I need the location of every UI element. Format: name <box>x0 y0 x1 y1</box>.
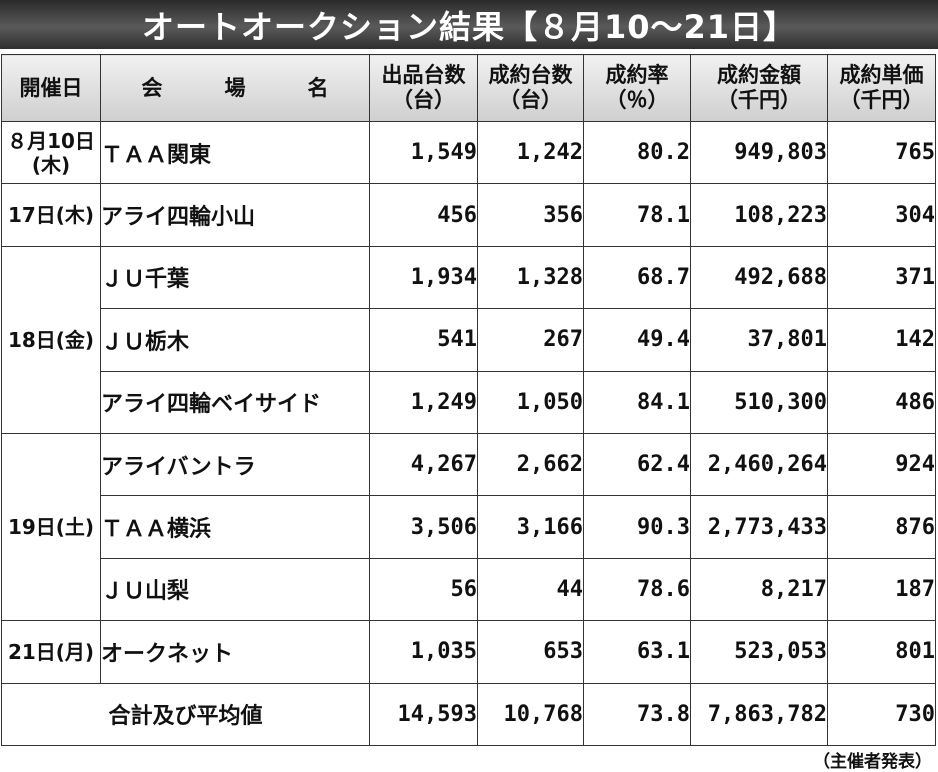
table-row: ８月10日 (木) ＴＡＡ関東 1,549 1,242 80.2 949,803 … <box>1 120 936 185</box>
header-date: 開催日 <box>1 54 101 122</box>
listed-cell: 3,506 <box>369 495 478 559</box>
table-row: 21日(月) オークネット 1,035 653 63.1 523,053 801 <box>1 620 936 684</box>
amount-cell: 949,803 <box>690 120 828 185</box>
rate-cell: 78.1 <box>583 183 691 247</box>
date-cell: 18日(金) <box>1 245 101 434</box>
table-row: ＪＵ栃木 541 267 49.4 37,801 142 <box>2 308 936 372</box>
total-row: 合計及び平均値 14,593 10,768 73.8 7,863,782 730 <box>1 682 936 747</box>
venue-cell: アライバントラ <box>100 432 370 497</box>
listed-cell: 1,249 <box>369 370 478 434</box>
venue-cell: ＴＡＡ関東 <box>100 120 370 185</box>
table-row: ＴＡＡ横浜 3,506 3,166 90.3 2,773,433 876 <box>2 495 936 559</box>
venue-cell: ＪＵ山梨 <box>100 557 370 622</box>
unit-price-cell: 371 <box>827 245 936 310</box>
contracted-cell: 1,328 <box>477 245 584 310</box>
amount-cell: 510,300 <box>690 370 828 434</box>
contracted-cell: 10,768 <box>477 682 584 747</box>
rate-cell: 62.4 <box>583 432 691 497</box>
unit-price-cell: 486 <box>827 370 936 434</box>
listed-cell: 541 <box>369 308 478 372</box>
contracted-cell: 267 <box>477 308 584 372</box>
unit-price-cell: 142 <box>827 308 936 372</box>
header-row: 開催日 会場名 出品台数 （台） 成約台数 （台） 成約率 （％） 成約金額 （千円） … <box>1 54 936 122</box>
rate-cell: 73.8 <box>583 682 691 747</box>
contracted-cell: 1,050 <box>477 370 584 434</box>
amount-cell: 8,217 <box>690 557 828 622</box>
venue-cell: オークネット <box>100 620 370 684</box>
date-cell: 19日(土) <box>1 432 101 622</box>
header-listed: 出品台数 （台） <box>369 54 478 122</box>
unit-price-cell: 876 <box>827 495 936 559</box>
contracted-cell: 653 <box>477 620 584 684</box>
venue-cell: アライ四輪小山 <box>100 183 370 247</box>
amount-cell: 523,053 <box>690 620 828 684</box>
table-row: ＪＵ山梨 56 44 78.6 8,217 187 <box>2 557 936 622</box>
unit-price-cell: 304 <box>827 183 936 247</box>
rate-cell: 78.6 <box>583 557 691 622</box>
header-amount: 成約金額 （千円） <box>690 54 828 122</box>
venue-cell: アライ四輪ベイサイド <box>100 370 370 434</box>
amount-cell: 492,688 <box>690 245 828 310</box>
page-title: オートオークション結果【８月10～21日】 <box>141 7 797 46</box>
header-unit-price: 成約単価 （千円） <box>827 54 936 122</box>
header-contracted: 成約台数 （台） <box>477 54 584 122</box>
venue-cell: ＴＡＡ横浜 <box>100 495 370 559</box>
table-row: 18日(金) ＪＵ千葉 1,934 1,328 68.7 492,688 371 <box>1 245 936 434</box>
rate-cell: 63.1 <box>583 620 691 684</box>
amount-cell: 37,801 <box>690 308 828 372</box>
source-note: （主催者発表） <box>813 752 932 772</box>
unit-price-cell: 187 <box>827 557 936 622</box>
amount-cell: 7,863,782 <box>690 682 828 747</box>
unit-price-cell: 924 <box>827 432 936 497</box>
listed-cell: 1,549 <box>369 120 478 185</box>
date-cell: 17日(木) <box>1 183 101 247</box>
unit-price-cell: 730 <box>827 682 936 747</box>
venue-cell: ＪＵ栃木 <box>100 308 370 372</box>
listed-cell: 56 <box>369 557 478 622</box>
listed-cell: 14,593 <box>369 682 478 747</box>
contracted-cell: 3,166 <box>477 495 584 559</box>
amount-cell: 2,773,433 <box>690 495 828 559</box>
table-row: 17日(木) アライ四輪小山 456 356 78.1 108,223 304 <box>1 183 936 247</box>
unit-price-cell: 765 <box>827 120 936 185</box>
date-cell: ８月10日 (木) <box>1 120 101 185</box>
auction-results-table: 開催日 会場名 出品台数 （台） 成約台数 （台） 成約率 （％） 成約金額 （千円） … <box>1 54 936 747</box>
contracted-cell: 1,242 <box>477 120 584 185</box>
contracted-cell: 356 <box>477 183 584 247</box>
total-label: 合計及び平均値 <box>1 682 370 747</box>
date-cell: 21日(月) <box>1 620 101 684</box>
listed-cell: 4,267 <box>369 432 478 497</box>
header-venue: 会場名 <box>100 54 370 122</box>
header-rate: 成約率 （％） <box>583 54 691 122</box>
contracted-cell: 44 <box>477 557 584 622</box>
listed-cell: 1,934 <box>369 245 478 310</box>
amount-cell: 2,460,264 <box>690 432 828 497</box>
table-row: 19日(土) アライバントラ 4,267 2,662 62.4 2,460,26… <box>1 432 936 622</box>
listed-cell: 456 <box>369 183 478 247</box>
listed-cell: 1,035 <box>369 620 478 684</box>
venue-cell: ＪＵ千葉 <box>100 245 370 310</box>
unit-price-cell: 801 <box>827 620 936 684</box>
rate-cell: 90.3 <box>583 495 691 559</box>
rate-cell: 80.2 <box>583 120 691 185</box>
amount-cell: 108,223 <box>690 183 828 247</box>
title-bar: オートオークション結果【８月10～21日】 <box>0 0 938 49</box>
rate-cell: 49.4 <box>583 308 691 372</box>
rate-cell: 68.7 <box>583 245 691 310</box>
table-row: アライ四輪ベイサイド 1,249 1,050 84.1 510,300 486 <box>2 370 936 434</box>
rate-cell: 84.1 <box>583 370 691 434</box>
contracted-cell: 2,662 <box>477 432 584 497</box>
